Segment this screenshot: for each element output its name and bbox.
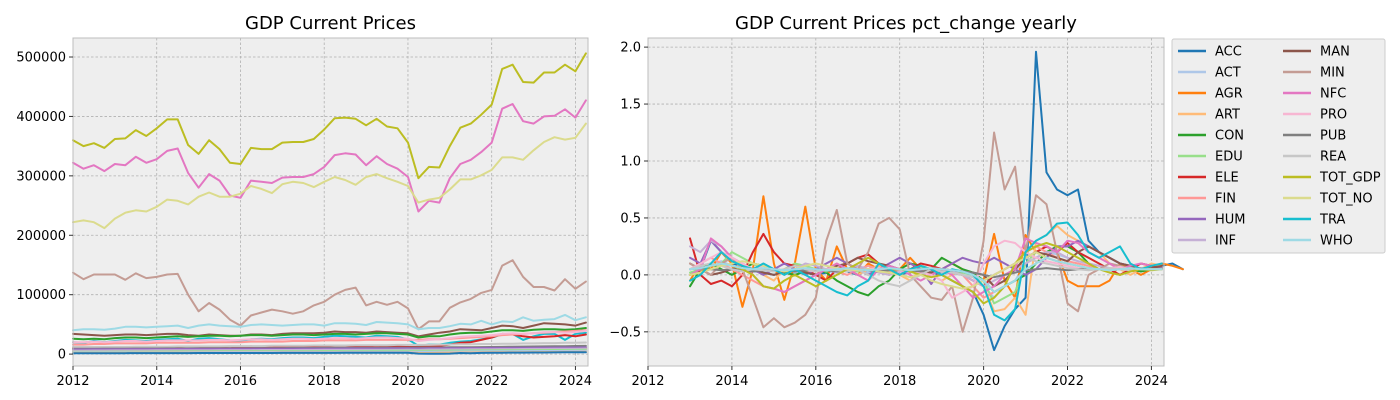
- x-tick-label: 2022: [475, 374, 508, 389]
- x-tick-label: 2018: [883, 374, 916, 389]
- legend-label-tot_gdp: TOT_GDP: [1319, 171, 1381, 186]
- legend-box: [1171, 38, 1386, 254]
- series-line-tot_gdp: [72, 52, 587, 180]
- legend-label-man: MAN: [1320, 45, 1350, 60]
- y-tick-label: −0.5: [609, 325, 641, 340]
- legend-label-nfc: NFC: [1320, 87, 1346, 102]
- legend: ACC ACT AGR ART CON EDU ELE FIN HUM INF MAN MIN NFC P…: [1171, 38, 1386, 254]
- legend-label-inf: INF: [1215, 234, 1236, 249]
- series-line-tot_gdp: [689, 242, 1163, 305]
- legend-label-con: CON: [1215, 129, 1244, 144]
- y-tick-label: 1.0: [620, 155, 641, 170]
- plot-area: [648, 38, 1164, 366]
- y-tick-label: 2.0: [620, 41, 641, 56]
- series-line-nfc: [72, 99, 587, 213]
- x-tick-label: 2020: [967, 374, 1000, 389]
- y-tick-label: 0: [58, 348, 66, 363]
- chart-title: GDP Current Prices: [245, 13, 416, 34]
- chart-panel-2: 2012 2014 2016 2018 2020 2022 2024 −0.5 0.0 0.5 1.…: [609, 13, 1386, 389]
- chart-panel-1: 2012 2014 2016 2018 2020 2022 2024 0 100000 20000…: [16, 13, 592, 389]
- y-tick-label: 0.5: [620, 211, 641, 226]
- series-line-who: [689, 256, 1163, 293]
- legend-label-fin: FIN: [1215, 192, 1236, 207]
- plot-area: [73, 38, 588, 366]
- legend-label-tra: TRA: [1319, 213, 1345, 228]
- series-line-min: [72, 259, 587, 331]
- legend-label-agr: AGR: [1215, 87, 1243, 102]
- plot-frame: [72, 37, 589, 367]
- y-tick-label: 200000: [16, 229, 66, 244]
- legend-label-pro: PRO: [1320, 108, 1347, 123]
- y-tick-label: 1.5: [620, 98, 641, 113]
- series-line-min: [689, 131, 1142, 333]
- x-tick-label: 2016: [224, 374, 257, 389]
- legend-label-who: WHO: [1320, 234, 1353, 249]
- legend-label-pub: PUB: [1320, 129, 1346, 144]
- plot-frame: [647, 37, 1165, 367]
- y-tick-label: 0.0: [620, 268, 641, 283]
- x-tick-label: 2012: [56, 374, 89, 389]
- x-tick-label: 2024: [1135, 374, 1168, 389]
- series-line-con: [72, 327, 587, 341]
- series-line-rea: [72, 341, 587, 348]
- x-tick-label: 2014: [140, 374, 173, 389]
- legend-label-act: ACT: [1215, 66, 1241, 81]
- x-tick-label: 2022: [1051, 374, 1084, 389]
- series-line-who: [72, 313, 587, 332]
- series-line-tot_no: [72, 122, 587, 230]
- legend-label-acc: ACC: [1215, 45, 1242, 60]
- y-tick-label: 300000: [16, 169, 66, 184]
- x-tick-label: 2012: [631, 374, 664, 389]
- y-tick-label: 100000: [16, 288, 66, 303]
- x-tick-label: 2020: [391, 374, 424, 389]
- series-line-ele: [689, 232, 1163, 288]
- y-tick-label: 400000: [16, 110, 66, 125]
- legend-label-tot_no: TOT_NO: [1319, 192, 1373, 207]
- x-tick-label: 2024: [559, 374, 592, 389]
- chart-title: GDP Current Prices pct_change yearly: [735, 13, 1077, 34]
- series-line-pub: [689, 267, 1163, 279]
- series-line-man: [72, 321, 587, 338]
- legend-label-min: MIN: [1320, 66, 1345, 81]
- legend-label-ele: ELE: [1215, 171, 1239, 186]
- series-line-hum: [72, 346, 587, 351]
- x-tick-label: 2014: [715, 374, 748, 389]
- y-tick-label: 500000: [16, 51, 66, 66]
- series-line-fin: [72, 329, 587, 346]
- series-line-tra: [689, 221, 1163, 322]
- series-line-rea: [689, 256, 1163, 288]
- series-line-inf: [72, 347, 587, 352]
- legend-label-art: ART: [1215, 108, 1240, 123]
- series-line-acc: [72, 351, 587, 355]
- x-tick-label: 2016: [799, 374, 832, 389]
- legend-label-edu: EDU: [1215, 150, 1243, 165]
- legend-label-hum: HUM: [1215, 213, 1246, 228]
- series-line-pro: [72, 329, 587, 344]
- legend-label-rea: REA: [1320, 150, 1346, 165]
- x-tick-label: 2018: [308, 374, 341, 389]
